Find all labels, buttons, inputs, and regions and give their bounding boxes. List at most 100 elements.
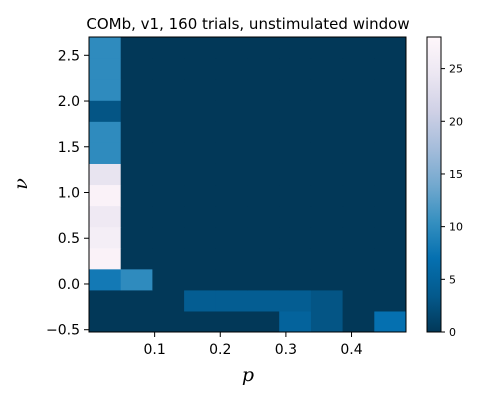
x-tick-label: 0.4 [340, 342, 362, 358]
heatmap-cell [374, 310, 407, 333]
y-tick-label: −0.5 [46, 323, 80, 339]
heatmap-cell [184, 163, 217, 186]
heatmap-cell [310, 268, 344, 291]
heatmap-cell [152, 100, 185, 122]
heatmap-cell [89, 226, 122, 249]
heatmap-cell [310, 289, 344, 312]
heatmap-cell [184, 37, 217, 59]
heatmap-cell [215, 184, 248, 207]
heatmap-cell [279, 58, 312, 80]
heatmap-cell [310, 184, 344, 207]
heatmap-cell [184, 58, 217, 80]
heatmap-cell [120, 163, 153, 186]
heatmap-cell [279, 100, 312, 122]
heatmap-cell [310, 142, 344, 164]
heatmap-cell [215, 121, 248, 143]
heatmap-cell [310, 121, 344, 143]
heatmap-cell [374, 163, 407, 186]
heatmap-cell [342, 37, 375, 59]
heatmap-cell [374, 247, 407, 270]
heatmap-cell [89, 58, 122, 80]
colorbar [426, 36, 442, 333]
heatmap-cell [247, 310, 280, 333]
heatmap-cell [184, 226, 217, 249]
heatmap-cell [152, 79, 185, 101]
heatmap-cell [89, 37, 122, 59]
heatmap-cell [374, 205, 407, 228]
heatmap-cell [247, 37, 280, 59]
y-tick-label: 1.5 [58, 140, 80, 156]
heatmap-cell [215, 37, 248, 59]
heatmap-cell [152, 205, 185, 228]
heatmap-cell [374, 226, 407, 249]
heatmap-cell [120, 226, 153, 249]
heatmap-cell [152, 37, 185, 59]
heatmap-cell [310, 310, 344, 333]
heatmap-cell [152, 310, 185, 333]
heatmap-cell [89, 100, 122, 122]
heatmap-cell [279, 37, 312, 59]
heatmap-cell [342, 184, 375, 207]
heatmap-cell [184, 289, 217, 312]
heatmap-cell [374, 79, 407, 101]
y-tick-label: 2.0 [58, 94, 80, 110]
colorbar-tick-label: 25 [449, 63, 463, 76]
heatmap-cell [310, 247, 344, 270]
colorbar-tick-label: 15 [449, 168, 463, 181]
y-tick-label: 1.0 [58, 186, 80, 202]
heatmap-cell [279, 310, 312, 333]
heatmap-cell [184, 205, 217, 228]
heatmap-cell [310, 100, 344, 122]
heatmap-cell [279, 163, 312, 186]
heatmap-cell [89, 310, 122, 333]
heatmap-cell [247, 268, 280, 291]
heatmap-cell [279, 121, 312, 143]
heatmap-cells [89, 37, 407, 333]
y-tick-label: 0.0 [58, 277, 80, 293]
heatmap-cell [342, 247, 375, 270]
x-axis-ticks: 0.1 0.2 0.3 0.4 [143, 332, 363, 358]
heatmap-cell [279, 79, 312, 101]
heatmap-cell [279, 268, 312, 291]
heatmap-cell [374, 58, 407, 80]
heatmap-cell [215, 205, 248, 228]
heatmap-cell [120, 79, 153, 101]
heatmap-cell [152, 184, 185, 207]
heatmap-cell [184, 79, 217, 101]
heatmap-cell [342, 268, 375, 291]
heatmap-cell [89, 121, 122, 143]
heatmap-cell [120, 247, 153, 270]
colorbar-tick-label: 10 [449, 221, 463, 234]
heatmap-cell [342, 121, 375, 143]
heatmap-cell [247, 142, 280, 164]
heatmap-cell [247, 184, 280, 207]
heatmap-cell [215, 142, 248, 164]
x-tick-label: 0.3 [275, 342, 297, 358]
heatmap-cell [215, 226, 248, 249]
heatmap-cell [342, 226, 375, 249]
heatmap-cell [374, 37, 407, 59]
heatmap-cell [374, 142, 407, 164]
heatmap-cell [89, 205, 122, 228]
heatmap-cell [342, 310, 375, 333]
heatmap-cell [279, 205, 312, 228]
heatmap-cell [184, 121, 217, 143]
heatmap-cell [120, 205, 153, 228]
heatmap-cell [310, 58, 344, 80]
heatmap-cell [342, 205, 375, 228]
heatmap-cell [247, 58, 280, 80]
y-tick-label: 0.5 [58, 231, 80, 247]
plot-frame [88, 36, 407, 333]
heatmap-cell [342, 289, 375, 312]
heatmap-cell [215, 289, 248, 312]
y-tick-label: 2.5 [58, 48, 80, 64]
heatmap-cell [342, 100, 375, 122]
heatmap-cell [279, 247, 312, 270]
heatmap-cell [215, 58, 248, 80]
colorbar-tick-label: 0 [449, 326, 456, 339]
heatmap-cell [279, 289, 312, 312]
heatmap-cell [310, 205, 344, 228]
heatmap-cell [215, 100, 248, 122]
colorbar-ticks: 0 5 10 15 20 25 [441, 63, 463, 339]
heatmap-cell [247, 100, 280, 122]
